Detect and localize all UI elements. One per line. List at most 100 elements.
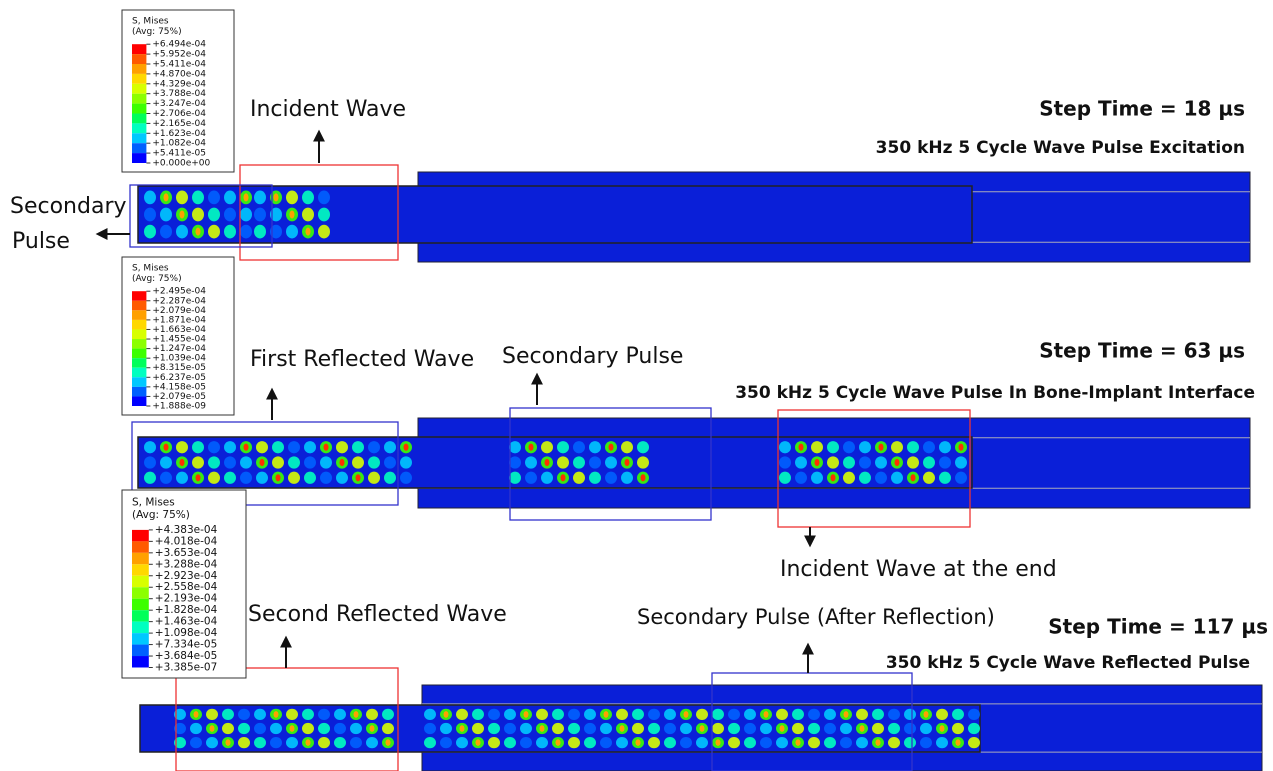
stress-blob: [680, 723, 692, 734]
stress-blob: [968, 723, 980, 734]
stress-blob: [488, 709, 500, 720]
stress-blob: [843, 456, 855, 468]
stress-peak: [274, 711, 279, 718]
stress-blob: [859, 441, 871, 453]
stress-blob: [843, 441, 855, 453]
stress-blob: [936, 737, 948, 748]
stress-blob: [776, 737, 788, 748]
stress-blob: [350, 737, 362, 748]
stress-blob: [238, 723, 250, 734]
stress-blob: [648, 723, 660, 734]
stress-blob: [504, 723, 516, 734]
stress-blob: [584, 709, 596, 720]
legend-swatch: [132, 656, 149, 667]
stress-blob: [288, 472, 300, 484]
legend-swatch: [132, 633, 149, 644]
stress-peak: [831, 474, 836, 481]
stress-peak: [764, 711, 769, 718]
legend-value: +2.079e-04: [152, 306, 206, 316]
legend-swatch: [132, 368, 146, 378]
stress-blob: [334, 709, 346, 720]
stress-blob: [600, 723, 612, 734]
stress-peak: [164, 444, 169, 451]
legend-swatch: [132, 387, 146, 397]
stress-blob: [621, 441, 633, 453]
stress-peak: [641, 474, 646, 481]
stress-blob: [160, 208, 172, 222]
annotation: Secondary Pulse: [502, 344, 683, 369]
stress-blob: [208, 441, 220, 453]
stress-blob: [696, 737, 708, 748]
stress-blob: [208, 472, 220, 484]
stress-blob: [224, 225, 236, 239]
stress-peak: [476, 739, 481, 746]
legend-title: S, Mises: [132, 497, 175, 509]
stress-peak: [306, 739, 311, 746]
stress-blob: [605, 472, 617, 484]
stress-blob: [440, 737, 452, 748]
stress-blob: [728, 709, 740, 720]
stress-peak: [924, 711, 929, 718]
stress-blob: [224, 208, 236, 222]
stress-blob: [536, 737, 548, 748]
stress-blob: [872, 709, 884, 720]
stress-blob: [589, 472, 601, 484]
legend-value: +7.334e-05: [155, 639, 217, 651]
stress-blob: [792, 709, 804, 720]
stress-blob: [811, 441, 823, 453]
legend-value: +4.870e-04: [152, 69, 206, 79]
stress-blob: [525, 472, 537, 484]
stress-peak: [815, 459, 820, 466]
legend-value: +1.828e-04: [155, 604, 218, 616]
legend-value: +2.923e-04: [155, 570, 218, 582]
legend-value: +5.411e-05: [152, 149, 206, 159]
stress-blob: [240, 208, 252, 222]
legend-subtitle: (Avg: 75%): [132, 509, 190, 521]
legend-swatch: [132, 587, 149, 598]
stress-blob: [955, 472, 967, 484]
stress-blob: [334, 737, 346, 748]
stress-peak: [290, 725, 295, 732]
stress-peak: [561, 474, 566, 481]
stress-blob: [240, 472, 252, 484]
stress-blob: [400, 456, 412, 468]
stress-blob: [776, 709, 788, 720]
legend-title: S, Mises: [132, 16, 169, 26]
stress-blob: [206, 709, 218, 720]
legend-value: +1.039e-04: [152, 354, 206, 364]
stress-peak: [529, 444, 534, 451]
stress-blob: [286, 191, 298, 205]
legend-value: +1.247e-04: [152, 344, 206, 354]
stress-blob: [222, 709, 234, 720]
stress-peak: [306, 228, 311, 236]
stress-blob: [664, 723, 676, 734]
stress-blob: [190, 723, 202, 734]
stress-blob: [664, 709, 676, 720]
stress-blob: [366, 737, 378, 748]
legend-swatch: [132, 123, 146, 133]
stress-blob: [472, 723, 484, 734]
stress-blob: [936, 709, 948, 720]
caption: 350 kHz 5 Cycle Wave Reflected Pulse: [886, 653, 1250, 673]
stress-blob: [334, 723, 346, 734]
stress-peak: [180, 459, 185, 466]
stress-blob: [907, 456, 919, 468]
legend-value: +2.079e-05: [152, 392, 206, 402]
legend-value: +3.684e-05: [155, 650, 217, 662]
stress-blob: [664, 737, 676, 748]
legend-value: +4.158e-05: [152, 382, 206, 392]
stress-blob: [304, 441, 316, 453]
stress-blob: [144, 456, 156, 468]
stress-peak: [876, 739, 881, 746]
stress-blob: [923, 441, 935, 453]
legend-value: +2.165e-04: [152, 119, 206, 129]
stress-blob: [584, 737, 596, 748]
legend-value: +4.383e-04: [155, 524, 218, 536]
stress-blob: [240, 225, 252, 239]
stress-blob: [872, 723, 884, 734]
stress-blob: [488, 737, 500, 748]
stress-blob: [952, 709, 964, 720]
stress-blob: [589, 456, 601, 468]
stress-peak: [180, 211, 185, 219]
stress-peak: [210, 725, 215, 732]
